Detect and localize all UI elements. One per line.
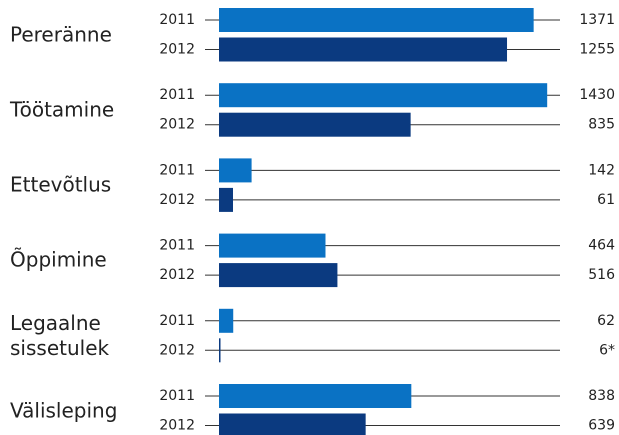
category-label: Välisleping	[10, 398, 118, 423]
bar	[219, 158, 252, 183]
year-label: 2012	[159, 42, 195, 58]
bar	[219, 384, 412, 408]
value-label: 1255	[579, 42, 615, 58]
year-label: 2011	[159, 87, 195, 103]
year-label: 2012	[159, 342, 195, 358]
year-label: 2012	[159, 267, 195, 283]
category-label: Ettevõtlus	[10, 172, 112, 197]
year-label: 2011	[159, 388, 195, 404]
value-label: 516	[588, 267, 615, 283]
value-label: 6*	[599, 342, 615, 358]
category-label: Töötamine	[10, 97, 115, 122]
value-label: 142	[588, 162, 615, 178]
year-label: 2012	[159, 418, 195, 434]
year-label: 2011	[159, 162, 195, 178]
year-label: 2012	[159, 192, 195, 208]
year-label: 2011	[159, 12, 195, 28]
bar	[219, 83, 548, 108]
bar	[219, 233, 326, 258]
year-label: 2012	[159, 117, 195, 133]
value-label: 1430	[579, 87, 615, 103]
bar	[219, 8, 534, 32]
bar	[219, 263, 338, 288]
bar	[219, 308, 234, 333]
year-label: 2011	[159, 238, 195, 254]
value-label: 835	[588, 117, 615, 133]
bar	[219, 112, 411, 137]
category-label: Pereränne	[10, 22, 112, 47]
bar	[219, 338, 221, 363]
bar	[219, 37, 508, 62]
value-label: 61	[597, 192, 615, 208]
category-label: Legaalne sissetulek	[10, 310, 110, 360]
value-label: 62	[597, 313, 615, 329]
bar	[219, 187, 233, 212]
category-label: Õppimine	[10, 247, 107, 272]
value-label: 1371	[579, 12, 615, 28]
value-label: 838	[588, 388, 615, 404]
year-label: 2011	[159, 313, 195, 329]
value-label: 639	[588, 418, 615, 434]
value-label: 464	[588, 238, 615, 254]
bar	[219, 413, 366, 435]
